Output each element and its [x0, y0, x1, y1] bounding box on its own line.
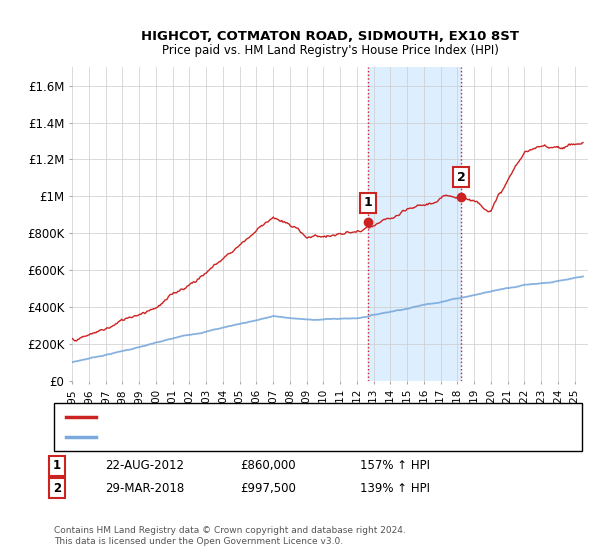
Text: HPI: Average price, detached house, East Devon: HPI: Average price, detached house, East…	[102, 432, 354, 442]
Text: 139% ↑ HPI: 139% ↑ HPI	[360, 482, 430, 495]
Text: 29-MAR-2018: 29-MAR-2018	[105, 482, 184, 495]
Text: 157% ↑ HPI: 157% ↑ HPI	[360, 459, 430, 473]
Text: £860,000: £860,000	[240, 459, 296, 473]
Text: £997,500: £997,500	[240, 482, 296, 495]
Text: HIGHCOT, COTMATON ROAD, SIDMOUTH, EX10 8ST (detached house): HIGHCOT, COTMATON ROAD, SIDMOUTH, EX10 8…	[102, 412, 464, 422]
Text: 1: 1	[364, 197, 372, 209]
Text: Price paid vs. HM Land Registry's House Price Index (HPI): Price paid vs. HM Land Registry's House …	[161, 44, 499, 57]
Text: Contains HM Land Registry data © Crown copyright and database right 2024.
This d: Contains HM Land Registry data © Crown c…	[54, 526, 406, 546]
Text: 1: 1	[53, 459, 61, 473]
Text: HIGHCOT, COTMATON ROAD, SIDMOUTH, EX10 8ST: HIGHCOT, COTMATON ROAD, SIDMOUTH, EX10 8…	[141, 30, 519, 43]
Bar	[368, 67, 461, 381]
Text: 22-AUG-2012: 22-AUG-2012	[105, 459, 184, 473]
Text: 2: 2	[53, 482, 61, 495]
Text: 2: 2	[457, 171, 466, 184]
